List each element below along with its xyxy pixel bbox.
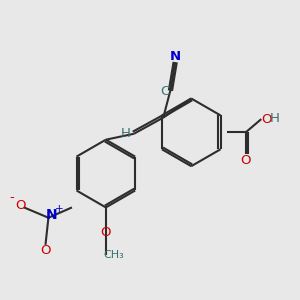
Text: N: N bbox=[169, 50, 181, 63]
Text: O: O bbox=[240, 154, 251, 167]
Text: O: O bbox=[100, 226, 111, 239]
Text: H: H bbox=[121, 127, 130, 140]
Text: N: N bbox=[46, 208, 58, 222]
Text: O: O bbox=[40, 244, 51, 257]
Text: O: O bbox=[15, 199, 26, 212]
Text: +: + bbox=[55, 204, 64, 214]
Text: -: - bbox=[9, 190, 14, 204]
Text: O: O bbox=[261, 112, 272, 126]
Text: CH₃: CH₃ bbox=[104, 250, 124, 260]
Text: H: H bbox=[270, 112, 280, 125]
Text: C: C bbox=[161, 85, 170, 98]
